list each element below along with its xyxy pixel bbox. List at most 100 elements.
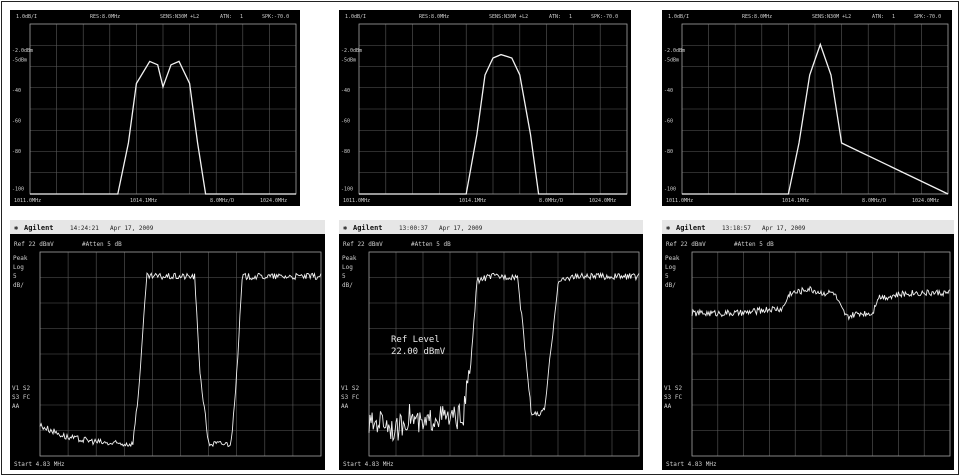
spectrum-trace xyxy=(39,272,322,448)
plot-border xyxy=(358,23,628,195)
panel-background xyxy=(662,10,952,206)
start-frequency-label: Start 4.83 MHz xyxy=(14,461,65,468)
marker-label: S3 FC xyxy=(664,394,682,401)
header-label: SENS:N30M +L2 xyxy=(489,14,528,20)
reference-marker-label: -2.0dBm xyxy=(341,48,362,54)
panel-bottom-middle: ✱ Agilent 13:00:37 Apr 17, 2009 Ref 22 dBmV #… xyxy=(339,220,643,470)
brand-name: Agilent xyxy=(353,224,383,232)
y-axis-label: -80 xyxy=(12,149,21,155)
timestamp: 13:00:37 xyxy=(399,225,428,232)
start-frequency-label: Start 4.83 MHz xyxy=(343,461,394,468)
spectrum-trace xyxy=(682,42,949,195)
header-label: 1.0dB/I xyxy=(668,14,689,20)
marker-label: S3 FC xyxy=(341,394,359,401)
footer-label: 1024.0MHz xyxy=(260,198,287,204)
spectrum-trace xyxy=(30,60,296,195)
agilent-logo-icon: ✱ xyxy=(666,224,671,232)
header-label: 1 xyxy=(240,14,243,20)
header-label: ATN: xyxy=(549,14,561,20)
panel-background xyxy=(339,10,631,206)
scale-label: Peak xyxy=(665,255,680,262)
plot-border xyxy=(29,23,297,195)
top-bar xyxy=(339,220,643,234)
date: Apr 17, 2009 xyxy=(110,225,154,232)
ref-level-label: Ref 22 dBmV xyxy=(14,241,54,248)
header-label: 1 xyxy=(569,14,572,20)
scale-label: 5 xyxy=(13,273,17,280)
timestamp: 13:18:57 xyxy=(722,225,751,232)
footer-label: 8.0MHz/D xyxy=(862,198,886,204)
top-bar xyxy=(662,220,954,234)
y-axis-label: -5dBm xyxy=(341,57,356,63)
top-bar xyxy=(10,220,325,234)
header-label: SPK:-70.0 xyxy=(914,14,941,20)
marker-label: AA xyxy=(12,403,20,410)
header-label: SPK:-70.0 xyxy=(262,14,289,20)
spectrum-trace xyxy=(368,271,640,443)
panel-background xyxy=(10,220,325,470)
y-axis-label: -40 xyxy=(341,88,350,94)
panel-bottom-left: ✱ Agilent 14:24:21 Apr 17, 2009 Ref 22 dBmV #… xyxy=(10,220,325,470)
footer-label: 1014.1MHz xyxy=(459,198,486,204)
header-label: 1 xyxy=(892,14,895,20)
panel-top-middle: 1.0dB/I RES:8.0MHz SENS:N30M +L2 ATN: 1 SPK:-… xyxy=(339,10,631,206)
scale-label: dB/ xyxy=(13,282,24,289)
marker-label: V1 S2 xyxy=(664,385,682,392)
y-axis-label: -80 xyxy=(664,149,673,155)
footer-label: 1011.0MHz xyxy=(666,198,693,204)
footer-label: 8.0MHz/D xyxy=(210,198,234,204)
y-axis-label: -60 xyxy=(12,119,21,125)
marker-label: V1 S2 xyxy=(341,385,359,392)
annotation-line: 22.00 dBmV xyxy=(391,347,446,357)
agilent-logo-icon: ✱ xyxy=(14,224,19,232)
attenuation-label: #Atten 5 dB xyxy=(411,241,451,248)
reference-marker-label: -2.0dBm xyxy=(12,48,33,54)
header-label: RES:8.0MHz xyxy=(742,14,772,20)
marker-label: S3 FC xyxy=(12,394,30,401)
header-label: SPK:-70.0 xyxy=(591,14,618,20)
footer-label: 1014.1MHz xyxy=(130,198,157,204)
footer-label: 8.0MHz/D xyxy=(539,198,563,204)
scale-label: dB/ xyxy=(342,282,353,289)
panel-background xyxy=(662,220,954,470)
panel-top-left: 1.0dB/I RES:8.0MHz SENS:N30M +L2 ATN: 1 SPK:-… xyxy=(10,10,300,206)
marker-label: V1 S2 xyxy=(12,385,30,392)
panel-background xyxy=(10,10,300,206)
scale-label: Log xyxy=(13,264,24,271)
header-label: SENS:N30M +L2 xyxy=(812,14,851,20)
header-label: RES:8.0MHz xyxy=(419,14,449,20)
panel-background xyxy=(339,220,643,470)
attenuation-label: #Atten 5 dB xyxy=(734,241,774,248)
scale-label: 5 xyxy=(665,273,669,280)
y-axis-label: -5dBm xyxy=(664,57,679,63)
start-frequency-label: Start 4.83 MHz xyxy=(666,461,717,468)
header-label: 1.0dB/I xyxy=(345,14,366,20)
footer-label: 1014.1MHz xyxy=(782,198,809,204)
y-axis-label: -80 xyxy=(341,149,350,155)
scale-label: 5 xyxy=(342,273,346,280)
marker-label: AA xyxy=(664,403,672,410)
scale-label: Log xyxy=(665,264,676,271)
date: Apr 17, 2009 xyxy=(762,225,806,232)
y-axis-label: -100 xyxy=(664,187,676,193)
reference-marker-label: -2.0dBm xyxy=(664,48,685,54)
footer-label: 1024.0MHz xyxy=(589,198,616,204)
marker-label: AA xyxy=(341,403,349,410)
brand-name: Agilent xyxy=(676,224,706,232)
y-axis-label: -60 xyxy=(664,119,673,125)
timestamp: 14:24:21 xyxy=(70,225,99,232)
scale-label: Peak xyxy=(13,255,28,262)
y-axis-label: -5dBm xyxy=(12,57,27,63)
ref-level-label: Ref 22 dBmV xyxy=(343,241,383,248)
y-axis-label: -40 xyxy=(664,88,673,94)
agilent-logo-icon: ✱ xyxy=(343,224,348,232)
y-axis-label: -60 xyxy=(341,119,350,125)
footer-label: 1011.0MHz xyxy=(343,198,370,204)
header-label: SENS:N30M +L2 xyxy=(160,14,199,20)
panel-bottom-right: ✱ Agilent 13:18:57 Apr 17, 2009 Ref 22 dBmV #… xyxy=(662,220,954,470)
scale-label: Peak xyxy=(342,255,357,262)
panel-top-right: 1.0dB/I RES:8.0MHz SENS:N30M +L2 ATN: 1 SPK:-… xyxy=(662,10,952,206)
header-label: ATN: xyxy=(872,14,884,20)
